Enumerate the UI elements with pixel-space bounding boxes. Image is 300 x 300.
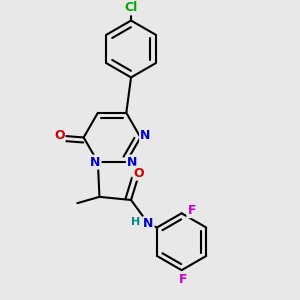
Text: H: H — [131, 217, 140, 227]
Text: F: F — [179, 273, 188, 286]
Text: F: F — [188, 204, 196, 217]
Text: N: N — [143, 217, 154, 230]
Text: Cl: Cl — [124, 2, 138, 14]
Text: O: O — [134, 167, 144, 180]
Text: N: N — [140, 129, 150, 142]
Text: O: O — [54, 129, 64, 142]
Text: N: N — [127, 156, 137, 169]
Text: N: N — [90, 156, 101, 169]
